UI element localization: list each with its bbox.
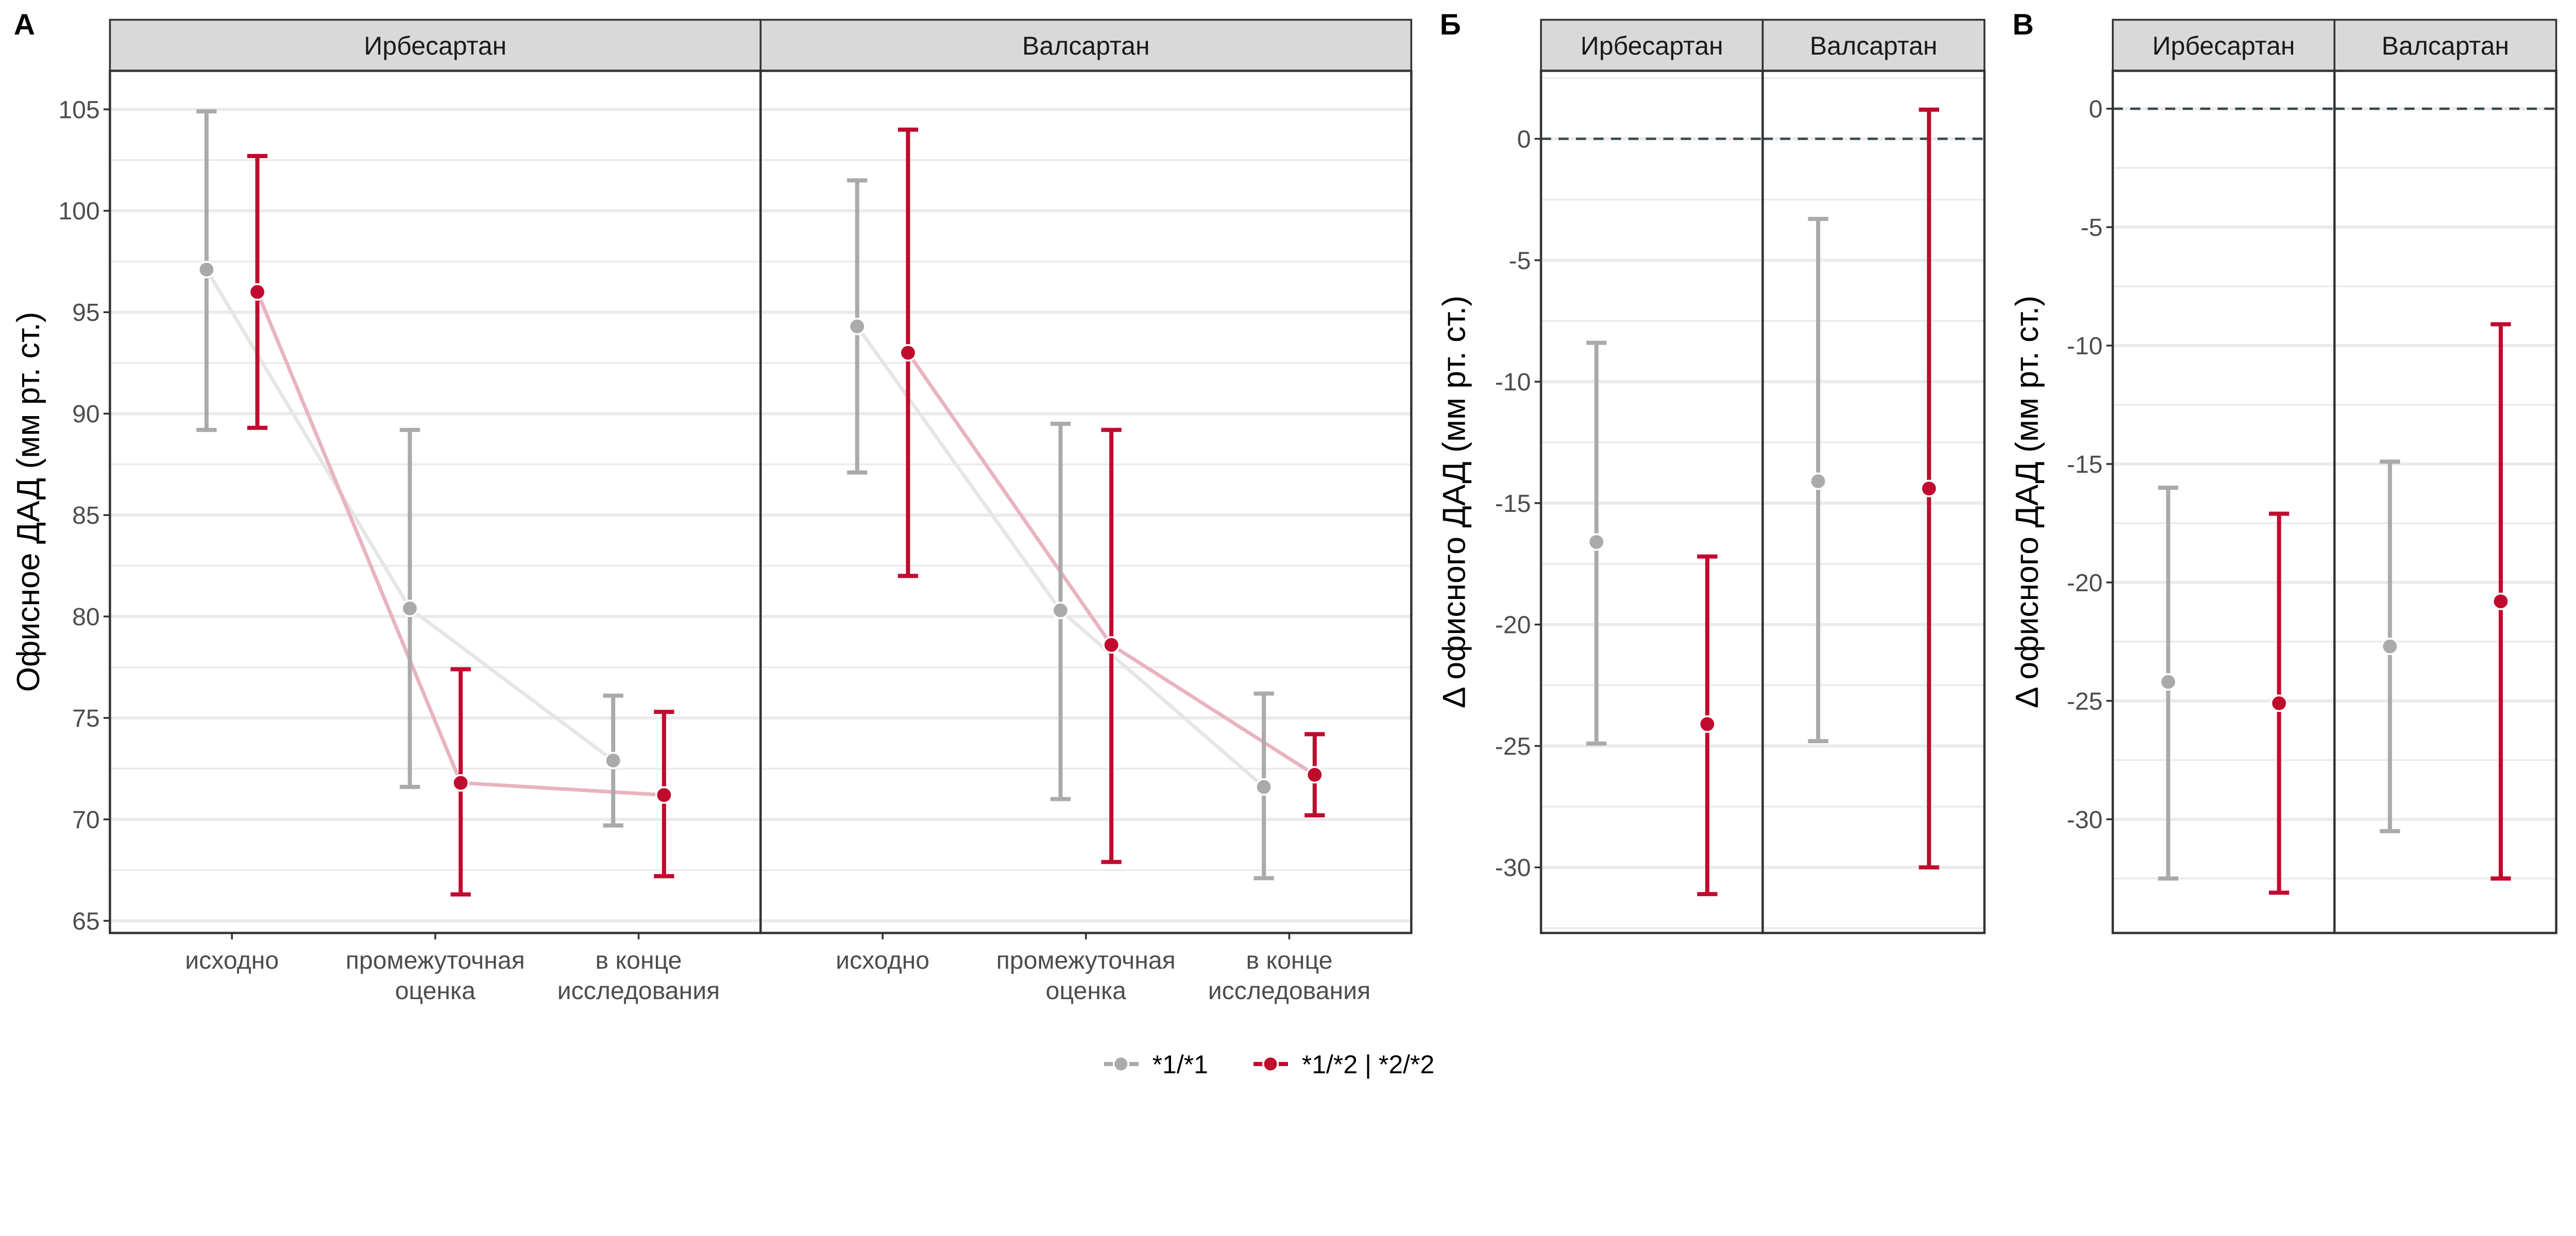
- y-tick-label: -20: [1495, 611, 1531, 639]
- facet-background: [110, 71, 761, 933]
- panel-1: А Офисное ДАД (мм рт. ст.) 65 70 75 80 85 90 95 1…: [10, 8, 1413, 1005]
- y-tick-label: -5: [2080, 214, 2103, 242]
- y-tick-label: -30: [2067, 806, 2103, 834]
- data-point: [401, 599, 419, 617]
- x-tick-label: исследования: [1208, 977, 1370, 1005]
- panel-label: В: [2012, 8, 2033, 41]
- legend-label: *1/*2 | *2/*2: [1302, 1050, 1435, 1079]
- legend: *1/*1 *1/*2 | *2/*2: [1104, 1050, 1434, 1079]
- y-tick-label: 0: [1517, 126, 1531, 153]
- data-point: [604, 751, 622, 769]
- y-tick-label: 0: [2089, 95, 2103, 123]
- facet-strip: [2333, 19, 2557, 72]
- legend-label: *1/*1: [1153, 1050, 1208, 1079]
- y-tick-label: 105: [58, 96, 99, 124]
- y-tick-label: 70: [72, 806, 100, 834]
- y-tick-label: -20: [2067, 569, 2103, 597]
- facet-label: Ирбесартан: [1581, 31, 1723, 60]
- y-tick-label: -25: [2067, 688, 2103, 715]
- data-point: [197, 261, 215, 279]
- x-tick-label: в конце: [596, 947, 682, 974]
- x-tick-label: оценка: [1046, 977, 1126, 1005]
- data-point: [2159, 673, 2177, 691]
- y-tick-label: -15: [2067, 451, 2103, 478]
- y-tick-label: -30: [1495, 854, 1531, 882]
- facet-strip: [1540, 19, 1764, 72]
- panel-label: А: [14, 8, 35, 41]
- data-point: [1698, 715, 1716, 733]
- y-axis-title: Δ офисного ДАД (мм рт. ст.): [2009, 296, 2045, 708]
- data-point: [1306, 766, 1324, 784]
- data-point: [899, 344, 917, 362]
- facet-border: [1761, 70, 1986, 934]
- facet-background: [760, 71, 1412, 933]
- facet-background: [2112, 71, 2335, 933]
- facet-strip: [759, 19, 1413, 72]
- y-tick-label: -25: [1495, 732, 1531, 760]
- y-tick-label: 90: [72, 400, 100, 428]
- x-tick-label: исходно: [185, 947, 279, 974]
- x-tick-label: исследования: [557, 977, 720, 1005]
- facet-label: Валсартан: [2382, 31, 2510, 60]
- y-tick-label: 95: [72, 299, 100, 327]
- y-axis-title: Δ офисного ДАД (мм рт. ст.): [1436, 296, 1472, 708]
- data-point: [848, 317, 866, 335]
- y-tick-label: -10: [1495, 368, 1531, 396]
- panel-2: Б Δ офисного ДАД (мм рт. ст.) -30 -25 -20 -15…: [1436, 8, 1986, 934]
- x-tick-label: оценка: [395, 977, 476, 1005]
- facet-border: [2333, 70, 2557, 934]
- facet-border: [759, 70, 1413, 934]
- y-tick-label: 65: [72, 907, 100, 935]
- data-point: [452, 774, 470, 792]
- legend-key-point: [1262, 1055, 1279, 1073]
- x-tick-label: в конце: [1246, 947, 1332, 974]
- data-point: [1103, 636, 1121, 654]
- data-point: [655, 786, 673, 804]
- x-tick-label: промежуточная: [346, 947, 525, 974]
- y-axis-title: Офисное ДАД (мм рт. ст.): [10, 312, 46, 692]
- panel-label: Б: [1440, 8, 1461, 41]
- data-point: [2381, 638, 2399, 656]
- data-point: [1809, 472, 1827, 490]
- data-point: [2270, 694, 2288, 712]
- y-tick-label: 85: [72, 502, 100, 529]
- data-point: [1255, 778, 1273, 796]
- y-tick-label: -10: [2067, 332, 2103, 360]
- data-point: [1920, 479, 1938, 497]
- facet-strip: [1761, 19, 1986, 72]
- panel-3: В Δ офисного ДАД (мм рт. ст.) -30 -25 -20 -15…: [2009, 8, 2557, 934]
- data-point: [248, 283, 266, 301]
- y-tick-label: -15: [1495, 490, 1531, 518]
- y-tick-label: 80: [72, 603, 100, 631]
- y-tick-label: 75: [72, 705, 100, 732]
- y-tick-label: -5: [1509, 247, 1531, 274]
- y-tick-label: 100: [58, 197, 99, 225]
- x-tick-label: промежуточная: [996, 947, 1176, 974]
- data-point: [1587, 533, 1605, 551]
- x-tick-label: исходно: [836, 947, 929, 974]
- legend-key-point: [1112, 1055, 1129, 1073]
- facet-background: [2334, 71, 2556, 933]
- facet-label: Ирбесартан: [2153, 31, 2295, 60]
- figure: А Офисное ДАД (мм рт. ст.) 65 70 75 80 85 90 95 1…: [10, 8, 2557, 1079]
- facet-label: Ирбесартан: [364, 31, 506, 60]
- data-point: [1052, 602, 1070, 620]
- facet-label: Валсартан: [1022, 31, 1150, 60]
- data-point: [2492, 592, 2510, 610]
- facet-label: Валсартан: [1810, 31, 1938, 60]
